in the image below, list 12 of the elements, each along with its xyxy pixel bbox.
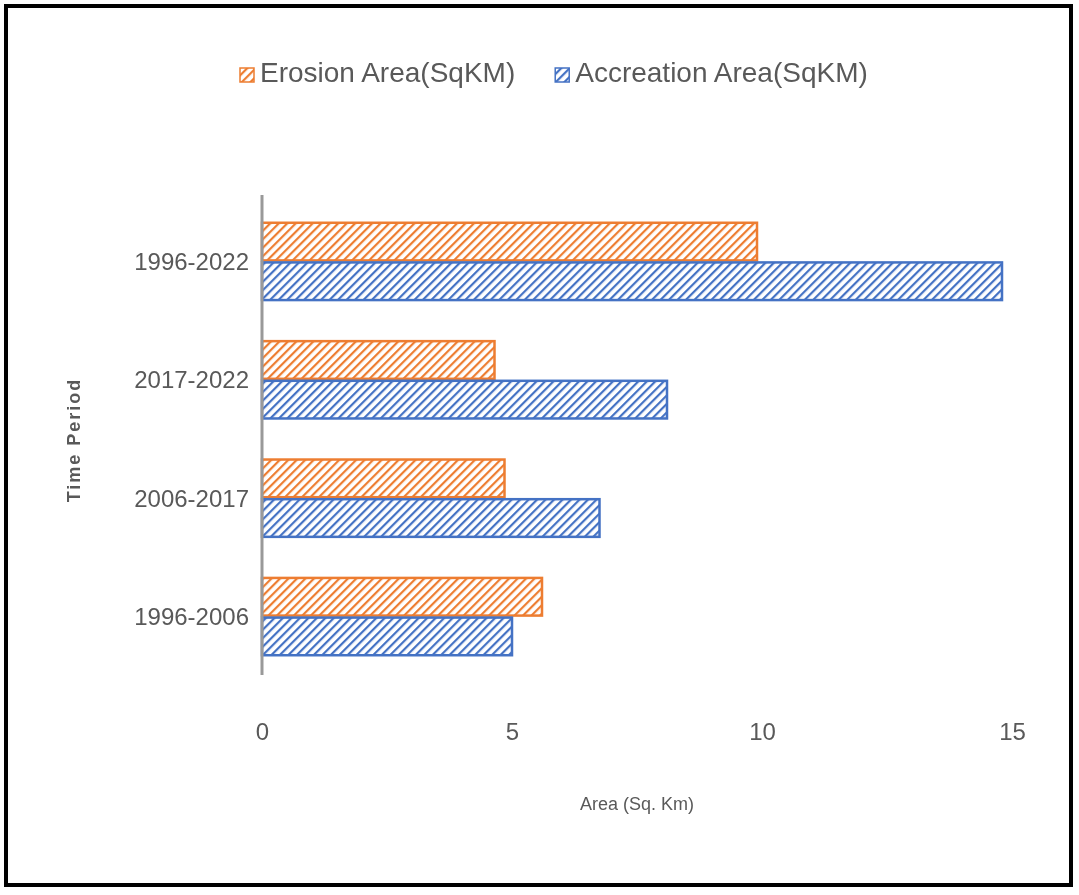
- x-axis-title: Area (Sq. Km): [579, 794, 695, 814]
- legend-label: Erosion Area(SqKM): [260, 57, 516, 88]
- y-tick-label: 1996-2006: [134, 603, 249, 631]
- y-axis-title: Time Period: [64, 377, 84, 503]
- y-tick-label: 2006-2017: [134, 484, 249, 512]
- x-tick-label: 5: [505, 718, 520, 746]
- y-tick-label: 1996-2022: [134, 248, 249, 276]
- x-tick-label: 15: [999, 718, 1026, 746]
- x-tick-label: 0: [255, 718, 270, 746]
- y-tick-label: 2017-2022: [134, 366, 249, 394]
- legend-label: Accreation Area(SqKM): [575, 57, 868, 88]
- x-tick-label: 10: [749, 718, 776, 746]
